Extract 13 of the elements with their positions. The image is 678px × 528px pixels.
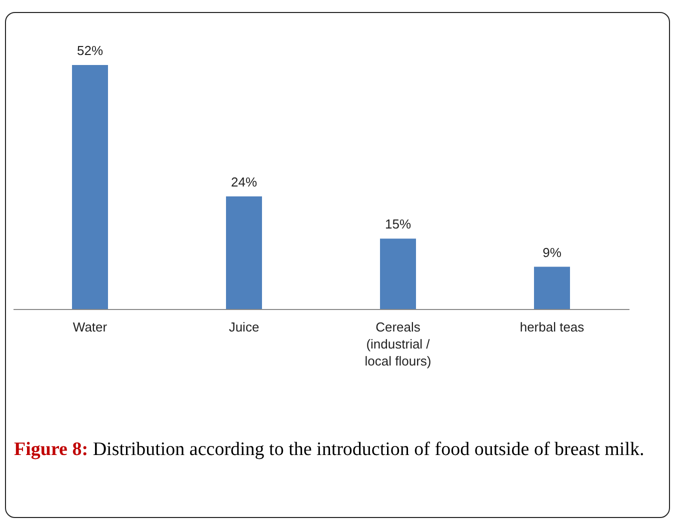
x-tick-label: herbal teas: [520, 320, 585, 334]
data-label: 52%: [76, 43, 104, 58]
data-label: 15%: [384, 216, 412, 232]
data-label: 9%: [542, 244, 562, 260]
x-tick-label: Water: [72, 320, 108, 334]
bar: [72, 65, 108, 309]
x-tick-label: Juice: [228, 320, 260, 334]
data-label: 24%: [230, 174, 258, 190]
bar: [226, 196, 262, 309]
x-tick-label: Cereals (industrial / local flours): [364, 320, 432, 368]
bar: [534, 266, 570, 309]
bar: [380, 238, 416, 309]
caption: Figure 8: Distribution according to the introduction of food outside of breast milk.: [14, 439, 644, 460]
